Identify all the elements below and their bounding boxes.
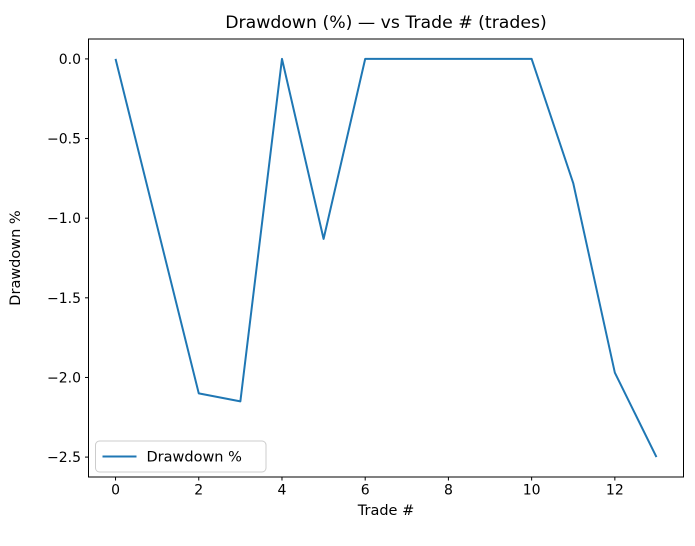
x-tick-label: 12 (606, 483, 624, 499)
x-axis-label: Trade # (357, 503, 414, 519)
y-tick-label: 0.0 (59, 52, 81, 68)
y-tick-label: −1.0 (47, 211, 81, 227)
x-tick-label: 6 (361, 483, 370, 499)
legend-box (95, 440, 267, 473)
plot-area (88, 38, 684, 478)
y-tick-label: −2.0 (47, 370, 81, 386)
y-tick-label: −1.5 (47, 291, 81, 307)
x-axis-ticks: 0 2 4 6 8 10 12 (111, 477, 624, 499)
y-tick-label: −2.5 (47, 450, 81, 466)
legend-label: Drawdown % (147, 450, 242, 466)
y-axis-label: Drawdown % (8, 210, 24, 305)
legend: Drawdown % (95, 440, 267, 473)
chart-title: Drawdown (%) — vs Trade # (trades) (225, 13, 547, 33)
y-tick-label: −0.5 (47, 132, 81, 148)
x-tick-label: 2 (194, 483, 203, 499)
y-axis-ticks: 0.0 −0.5 −1.0 −1.5 −2.0 −2.5 (47, 52, 89, 466)
x-tick-label: 4 (278, 483, 287, 499)
x-tick-label: 10 (523, 483, 541, 499)
x-tick-label: 8 (444, 483, 453, 499)
x-tick-label: 0 (111, 483, 120, 499)
drawdown-line (114, 57, 658, 458)
